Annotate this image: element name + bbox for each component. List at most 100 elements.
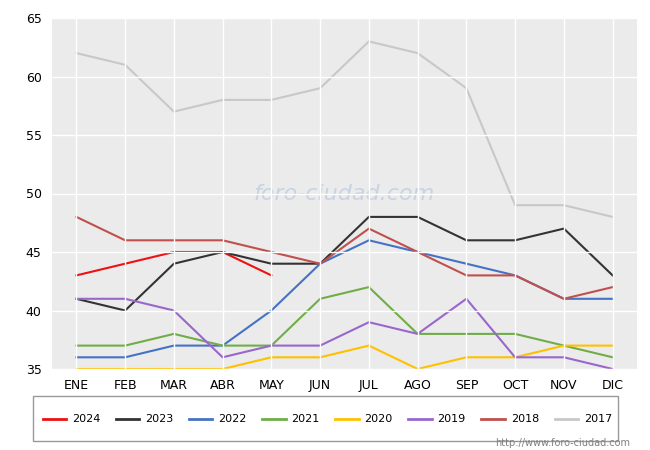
2023 bbox=[218, 249, 227, 255]
Text: 2022: 2022 bbox=[218, 414, 246, 423]
2022 bbox=[365, 238, 373, 243]
Line: 2024: 2024 bbox=[77, 252, 272, 275]
2022 bbox=[268, 308, 276, 313]
2020 bbox=[365, 343, 373, 348]
2017 bbox=[511, 202, 519, 208]
2021 bbox=[72, 343, 81, 348]
2018 bbox=[268, 249, 276, 255]
2017 bbox=[170, 109, 178, 114]
Text: 2024: 2024 bbox=[72, 414, 100, 423]
2022 bbox=[72, 355, 81, 360]
2023 bbox=[463, 238, 471, 243]
Text: 2018: 2018 bbox=[511, 414, 539, 423]
2021 bbox=[218, 343, 227, 348]
Line: 2019: 2019 bbox=[77, 299, 612, 369]
2021 bbox=[121, 343, 129, 348]
2018 bbox=[608, 284, 616, 290]
2017 bbox=[463, 86, 471, 91]
2019 bbox=[121, 296, 129, 302]
Text: foro-ciudad.com: foro-ciudad.com bbox=[254, 184, 435, 203]
2021 bbox=[268, 343, 276, 348]
2019 bbox=[413, 331, 421, 337]
2024 bbox=[218, 249, 227, 255]
2017 bbox=[268, 97, 276, 103]
2020 bbox=[316, 355, 324, 360]
2017 bbox=[365, 39, 373, 44]
2018 bbox=[170, 238, 178, 243]
2020 bbox=[608, 343, 616, 348]
2023 bbox=[316, 261, 324, 266]
2020 bbox=[72, 366, 81, 372]
2020 bbox=[511, 355, 519, 360]
2022 bbox=[316, 261, 324, 266]
2023 bbox=[413, 214, 421, 220]
2019 bbox=[72, 296, 81, 302]
2022 bbox=[170, 343, 178, 348]
2023 bbox=[365, 214, 373, 220]
2018 bbox=[218, 238, 227, 243]
2023 bbox=[608, 273, 616, 278]
Line: 2021: 2021 bbox=[77, 287, 612, 357]
2024 bbox=[170, 249, 178, 255]
2018 bbox=[463, 273, 471, 278]
2024 bbox=[72, 273, 81, 278]
2019 bbox=[170, 308, 178, 313]
2021 bbox=[608, 355, 616, 360]
2023 bbox=[511, 238, 519, 243]
2019 bbox=[218, 355, 227, 360]
2023 bbox=[170, 261, 178, 266]
2019 bbox=[511, 355, 519, 360]
2022 bbox=[608, 296, 616, 302]
2021 bbox=[511, 331, 519, 337]
2022 bbox=[413, 249, 421, 255]
2021 bbox=[413, 331, 421, 337]
Text: 2017: 2017 bbox=[584, 414, 612, 423]
2022 bbox=[511, 273, 519, 278]
2017 bbox=[121, 62, 129, 68]
Text: 2020: 2020 bbox=[365, 414, 393, 423]
2022 bbox=[560, 296, 568, 302]
2017 bbox=[413, 50, 421, 56]
2019 bbox=[316, 343, 324, 348]
2022 bbox=[121, 355, 129, 360]
2018 bbox=[365, 226, 373, 231]
2022 bbox=[463, 261, 471, 266]
Text: Afiliados en Alba a 31/5/2024: Afiliados en Alba a 31/5/2024 bbox=[192, 11, 458, 29]
Text: http://www.foro-ciudad.com: http://www.foro-ciudad.com bbox=[495, 438, 630, 448]
2019 bbox=[268, 343, 276, 348]
2021 bbox=[316, 296, 324, 302]
2023 bbox=[121, 308, 129, 313]
2022 bbox=[218, 343, 227, 348]
2018 bbox=[413, 249, 421, 255]
2019 bbox=[608, 366, 616, 372]
2019 bbox=[560, 355, 568, 360]
2018 bbox=[560, 296, 568, 302]
Line: 2022: 2022 bbox=[77, 240, 612, 357]
2021 bbox=[170, 331, 178, 337]
2021 bbox=[463, 331, 471, 337]
2024 bbox=[121, 261, 129, 266]
2019 bbox=[365, 320, 373, 325]
2018 bbox=[72, 214, 81, 220]
Line: 2018: 2018 bbox=[77, 217, 612, 299]
2018 bbox=[511, 273, 519, 278]
2020 bbox=[413, 366, 421, 372]
2018 bbox=[121, 238, 129, 243]
Line: 2023: 2023 bbox=[77, 217, 612, 310]
2017 bbox=[316, 86, 324, 91]
2018 bbox=[316, 261, 324, 266]
2024 bbox=[268, 273, 276, 278]
2023 bbox=[268, 261, 276, 266]
2020 bbox=[560, 343, 568, 348]
2017 bbox=[72, 50, 81, 56]
FancyBboxPatch shape bbox=[32, 396, 617, 441]
2020 bbox=[121, 366, 129, 372]
Line: 2020: 2020 bbox=[77, 346, 612, 369]
2017 bbox=[608, 214, 616, 220]
2021 bbox=[560, 343, 568, 348]
2021 bbox=[365, 284, 373, 290]
2023 bbox=[560, 226, 568, 231]
Text: 2021: 2021 bbox=[291, 414, 320, 423]
2017 bbox=[560, 202, 568, 208]
2020 bbox=[170, 366, 178, 372]
